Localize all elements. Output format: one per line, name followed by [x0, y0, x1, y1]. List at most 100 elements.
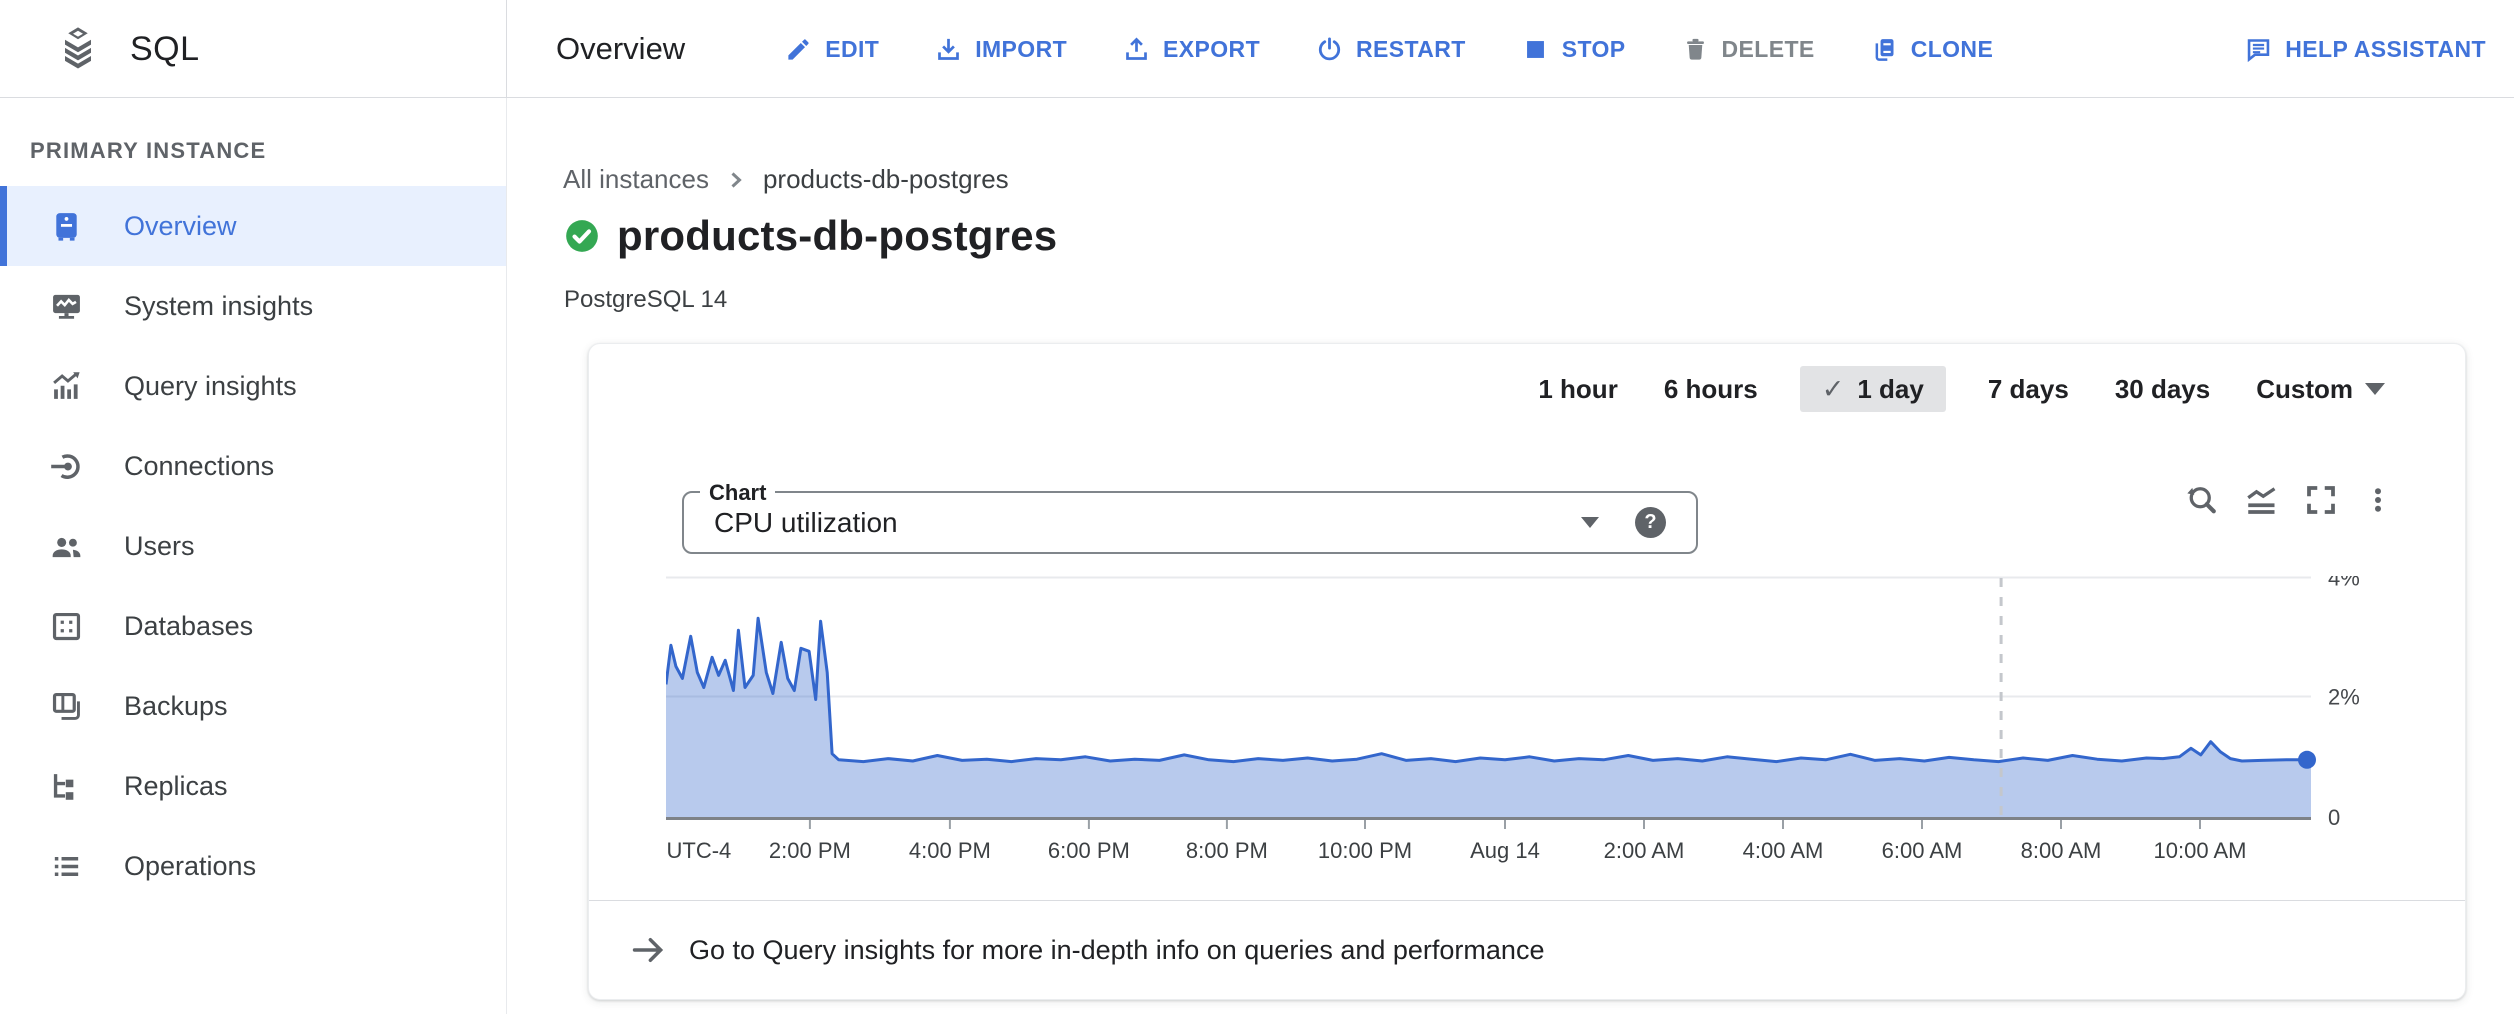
connections-icon	[49, 449, 84, 484]
time-range-1-hour[interactable]: 1 hour	[1534, 366, 1621, 412]
instance-title: products-db-postgres	[617, 212, 1058, 259]
help-assistant-button[interactable]: HELP ASSISTANT	[2245, 36, 2486, 63]
stop-label: STOP	[1561, 35, 1626, 62]
pencil-icon	[785, 36, 812, 63]
sidebar-item-label: Connections	[124, 450, 275, 481]
chart-metric-select[interactable]: Chart CPU utilization ?	[682, 480, 1698, 554]
series-line	[664, 616, 2311, 764]
chart-select-value: CPU utilization	[714, 506, 898, 538]
area-chart-icon[interactable]	[2243, 482, 2279, 518]
sidebar-item-operations[interactable]: Operations	[0, 826, 506, 906]
overview-icon	[49, 209, 84, 244]
time-range-6-hours[interactable]: 6 hours	[1660, 366, 1762, 412]
chevron-down-icon	[2365, 383, 2385, 395]
x-tick-label: 8:00 AM	[2021, 838, 2102, 863]
time-range-30-days[interactable]: 30 days	[2111, 366, 2214, 412]
sidebar-item-label: Backups	[124, 690, 228, 721]
edit-button[interactable]: EDIT	[785, 36, 879, 63]
y-tick-label: 4%	[2328, 576, 2360, 591]
cpu-utilization-chart[interactable]: UTC-4 2:00 PM 4:00 PM 6:00 PM 8:00 PM 10:00 P…	[664, 566, 2456, 876]
sidebar-item-users[interactable]: Users	[0, 506, 506, 586]
delete-button[interactable]: DELETE	[1682, 36, 1815, 63]
export-label: EXPORT	[1163, 35, 1261, 62]
x-tick-label: 10:00 PM	[1318, 838, 1412, 863]
query-insights-link-text: Go to Query insights for more in-depth i…	[689, 934, 1545, 965]
x-tick-label: 2:00 PM	[769, 838, 851, 863]
system-insights-icon	[49, 289, 84, 324]
latest-point-dot	[2298, 750, 2316, 769]
x-tick-label: UTC-4	[667, 838, 732, 863]
more-vert-icon[interactable]	[2363, 482, 2393, 518]
sidebar-item-label: Query insights	[124, 370, 297, 401]
sidebar-item-databases[interactable]: Databases	[0, 586, 506, 666]
import-label: IMPORT	[975, 35, 1068, 62]
sidebar-item-label: Operations	[124, 850, 257, 881]
check-icon: ✓	[1821, 373, 1845, 404]
sidebar-item-connections[interactable]: Connections	[0, 426, 506, 506]
time-range-7-days[interactable]: 7 days	[1984, 366, 2073, 412]
databases-icon	[49, 609, 84, 644]
users-icon	[49, 529, 84, 564]
x-tick-label: 8:00 PM	[1186, 838, 1268, 863]
arrow-right-icon	[629, 931, 667, 969]
restart-button[interactable]: RESTART	[1316, 36, 1466, 63]
clone-label: CLONE	[1910, 35, 1994, 62]
sidebar-item-label: Users	[124, 530, 195, 561]
x-tick-label: 2:00 AM	[1604, 838, 1685, 863]
sidebar-item-backups[interactable]: Backups	[0, 666, 506, 746]
sidebar-item-label: Overview	[124, 210, 237, 241]
product-name: SQL	[130, 29, 200, 68]
import-button[interactable]: IMPORT	[935, 36, 1067, 63]
restart-icon	[1316, 36, 1343, 63]
sql-logo-icon	[52, 23, 104, 75]
x-tick-label: 4:00 AM	[1743, 838, 1824, 863]
operations-icon	[49, 849, 84, 884]
status-check-circle-icon	[563, 217, 601, 255]
trash-icon	[1682, 36, 1709, 63]
fullscreen-icon[interactable]	[2303, 482, 2339, 518]
clone-button[interactable]: CLONE	[1871, 36, 1994, 63]
breadcrumb: All instances products-db-postgres	[563, 164, 1009, 195]
sidebar-nav: Overview System insights Query insights Con…	[0, 186, 506, 906]
help-icon[interactable]: ?	[1635, 507, 1666, 538]
chevron-right-icon	[725, 169, 747, 191]
sidebar-item-label: System insights	[124, 290, 314, 321]
sidebar-item-label: Databases	[124, 610, 254, 641]
breadcrumb-all-instances[interactable]: All instances	[563, 164, 709, 194]
time-range-selector: 1 hour 6 hours ✓ 1 day 7 days 30 days Custom	[1534, 366, 2389, 412]
export-button[interactable]: EXPORT	[1123, 36, 1260, 63]
time-range-custom[interactable]: Custom	[2252, 366, 2389, 412]
restart-label: RESTART	[1356, 35, 1466, 62]
product-logo-area: SQL	[0, 0, 507, 98]
sidebar-section-label: PRIMARY INSTANCE	[30, 138, 267, 163]
instance-title-row: products-db-postgres	[563, 212, 1057, 260]
chart-toolbar	[2183, 482, 2393, 518]
metrics-card: 1 hour 6 hours ✓ 1 day 7 days 30 days Custom C…	[588, 343, 2466, 1000]
sidebar-item-system-insights[interactable]: System insights	[0, 266, 506, 346]
chat-icon	[2245, 36, 2272, 63]
sidebar-item-label: Replicas	[124, 770, 228, 801]
delete-label: DELETE	[1721, 35, 1815, 62]
zoom-reset-icon[interactable]	[2183, 482, 2219, 518]
sidebar: PRIMARY INSTANCE Overview System insights…	[0, 98, 507, 1014]
instance-version: PostgreSQL 14	[564, 286, 728, 313]
query-insights-link[interactable]: Go to Query insights for more in-depth i…	[589, 900, 2465, 999]
x-tick-label: 6:00 AM	[1882, 838, 1963, 863]
sidebar-item-query-insights[interactable]: Query insights	[0, 346, 506, 426]
clone-icon	[1871, 36, 1898, 63]
sidebar-item-overview[interactable]: Overview	[0, 186, 506, 266]
chevron-down-icon	[1581, 517, 1599, 528]
time-range-1-day[interactable]: ✓ 1 day	[1799, 366, 1946, 412]
x-tick-label: 4:00 PM	[909, 838, 991, 863]
toolbar: EDIT IMPORT EXPORT RESTART STOP DELETE CLONE HE…	[785, 36, 2486, 63]
stop-button[interactable]: STOP	[1522, 36, 1626, 63]
series-area	[666, 618, 2311, 817]
chart-select-label: Chart	[700, 480, 776, 506]
export-icon	[1123, 36, 1150, 63]
help-assistant-label: HELP ASSISTANT	[2285, 35, 2486, 62]
sidebar-item-replicas[interactable]: Replicas	[0, 746, 506, 826]
breadcrumb-current: products-db-postgres	[762, 164, 1009, 194]
x-tick-label: Aug 14	[1470, 838, 1540, 863]
x-tick-label: 6:00 PM	[1048, 838, 1130, 863]
